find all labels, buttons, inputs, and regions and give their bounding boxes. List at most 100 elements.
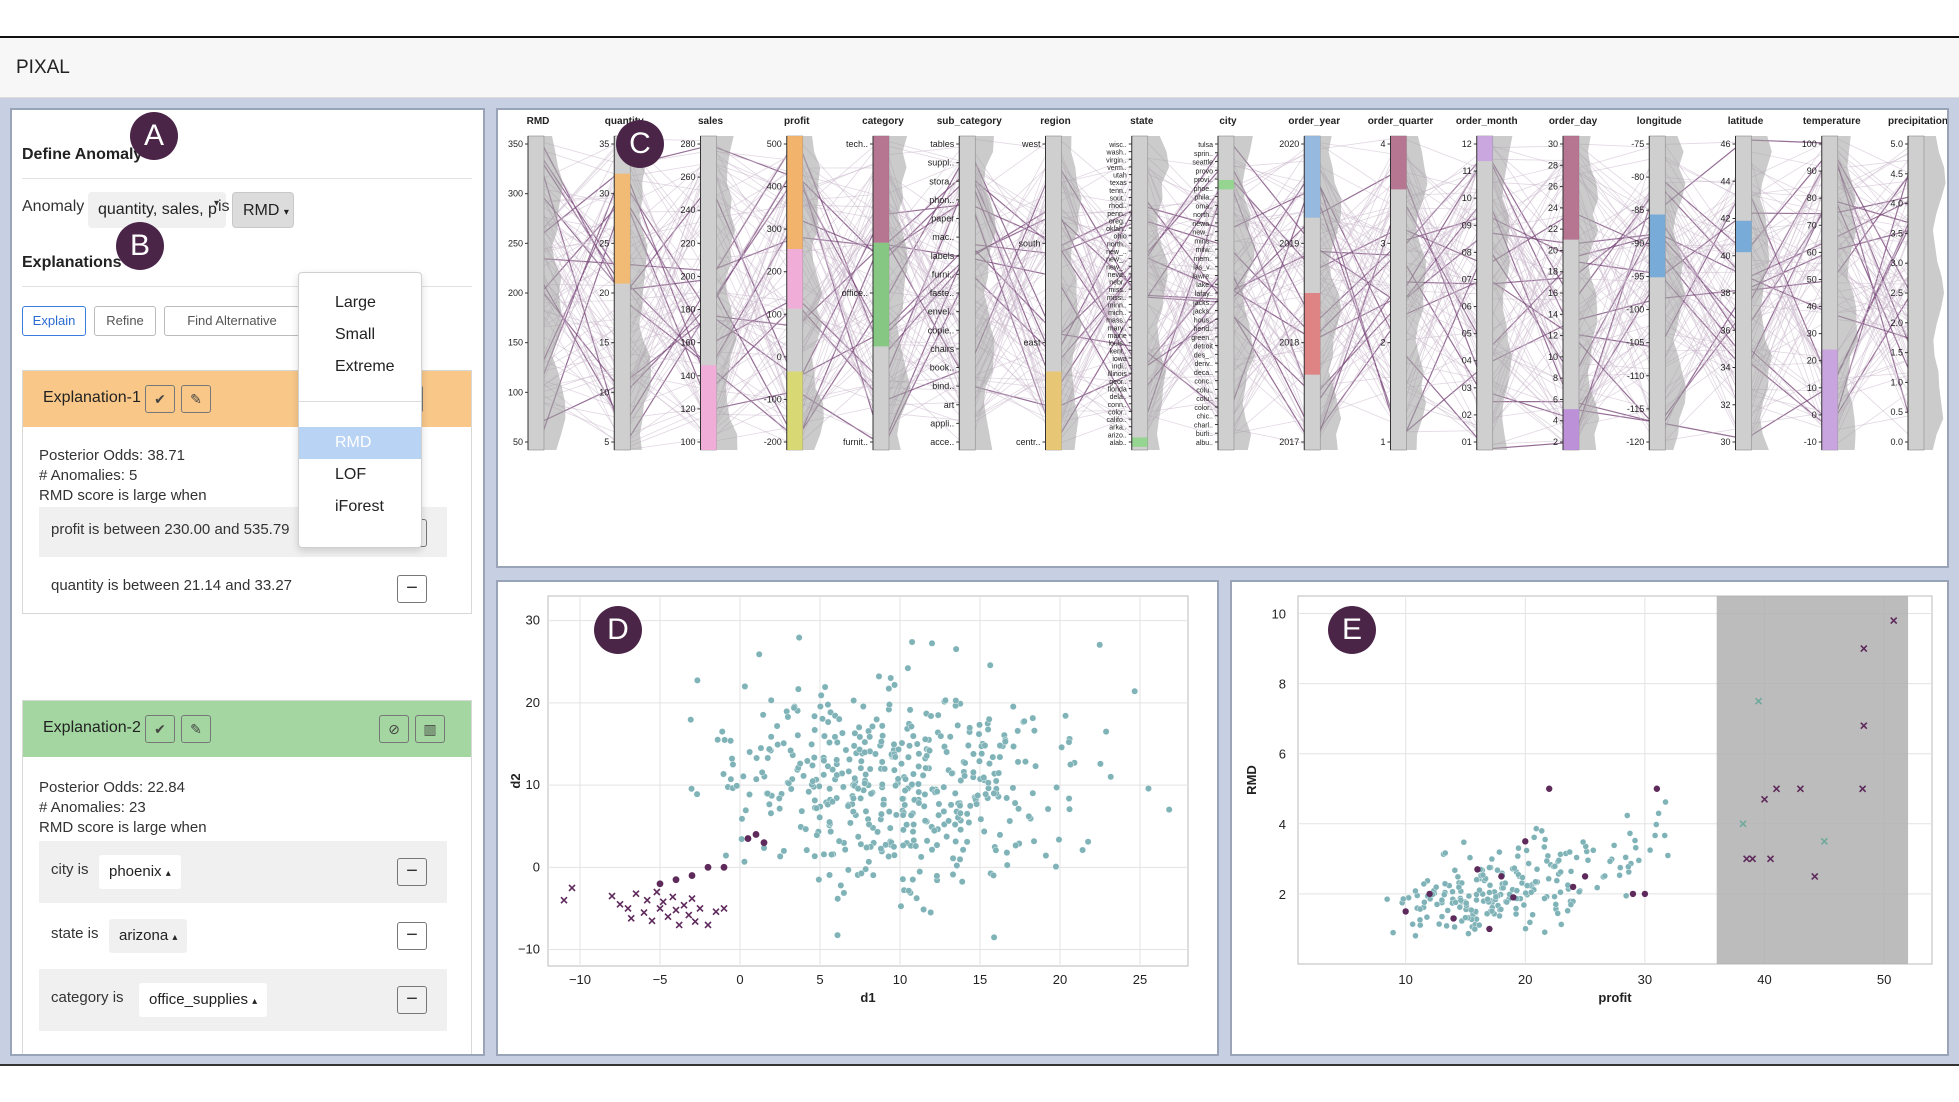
accept-check-icon[interactable]: ✔	[145, 385, 175, 413]
edit-icon[interactable]: ✎	[181, 385, 211, 413]
scatter-point	[746, 748, 754, 756]
scatter-point	[977, 815, 985, 823]
scatter-point	[1433, 883, 1440, 891]
axis-tick-label: conc..	[1194, 379, 1213, 386]
axis-title: sub_category	[937, 116, 1002, 127]
y-axis-label: RMD	[1244, 765, 1259, 795]
axis-tick-label: green..	[1191, 335, 1213, 342]
scatter-point	[1512, 905, 1520, 912]
remove-rule-button[interactable]: −	[397, 858, 427, 886]
axis-highlight	[873, 136, 889, 243]
explain-button[interactable]: Explain	[22, 306, 86, 336]
axis-tick-label: stora..	[929, 176, 954, 186]
trash-icon[interactable]: ▥	[415, 715, 445, 743]
axis-tick-label: 3	[1380, 238, 1385, 248]
scatter-point	[1526, 919, 1534, 926]
scatter-point	[1423, 913, 1431, 921]
state-value-dropdown[interactable]: arizona ▴	[109, 919, 188, 953]
scatter-point	[774, 741, 782, 748]
scatter-point	[1567, 868, 1575, 875]
scatter-point	[1455, 883, 1463, 891]
scatter-point	[915, 750, 923, 758]
city-value-dropdown[interactable]: phoenix ▴	[99, 855, 181, 889]
anomaly-x-point	[672, 906, 680, 914]
scatter-point	[1421, 899, 1428, 906]
axis-tick-label: 280	[680, 139, 695, 149]
remove-rule-button[interactable]: −	[397, 986, 427, 1014]
scatter-point	[861, 779, 869, 787]
selected-x-point	[1766, 855, 1775, 863]
menu-item-iforest[interactable]: iForest	[335, 498, 384, 515]
edit-icon[interactable]: ✎	[181, 715, 211, 743]
profit-rmd-scatter-plot[interactable]: 10 20 30 40 50 10 8 6 4 2 profit RMD	[1232, 582, 1947, 1054]
scatter-point	[775, 795, 783, 802]
menu-item-rmd[interactable]: RMD	[299, 427, 421, 459]
embedding-scatter-plot[interactable]: −10 −5 0 5 10 15 20 25 30 20 10 0 −10 d1 d2	[498, 582, 1217, 1054]
axis-tick-label: provo	[1195, 168, 1213, 175]
scatter-point	[866, 765, 874, 773]
scatter-point	[741, 683, 749, 690]
selected-x-point	[1859, 785, 1867, 793]
axis-tick-label: furnit..	[843, 437, 868, 447]
scatter-point	[869, 871, 877, 879]
scatter-point	[738, 835, 746, 843]
scatter-point	[1646, 846, 1654, 854]
axis-density	[630, 136, 651, 450]
scatter-point	[943, 833, 951, 840]
scatter-point	[1479, 871, 1487, 879]
refine-button[interactable]: Refine	[94, 306, 156, 336]
rule-label: state is	[51, 925, 99, 942]
menu-item-small[interactable]: Small	[335, 326, 376, 343]
axis-tick-label: west	[1021, 139, 1041, 149]
detector-dropdown-menu: Large Small Extreme RMD LOF iForest	[298, 272, 422, 548]
scatter-point	[869, 723, 876, 730]
attributes-dropdown[interactable]: quantity, sales, p	[88, 192, 226, 228]
scatter-point	[828, 851, 835, 858]
scatter-point	[826, 818, 833, 826]
axis-tick-label: 2.5	[1890, 288, 1903, 298]
detector-dropdown[interactable]: RMD ▾	[232, 192, 294, 228]
scatter-point	[1011, 799, 1019, 807]
menu-item-lof[interactable]: LOF	[335, 466, 367, 483]
scatter-point	[951, 789, 959, 797]
menu-item-large[interactable]: Large	[335, 294, 376, 311]
scatter-point	[1622, 892, 1630, 900]
axis-state: state wisc..wash..virgin..verm..utahtexas…	[1106, 116, 1170, 451]
anomaly-x-point	[653, 888, 661, 896]
axis-highlight	[1563, 409, 1579, 450]
menu-item-extreme[interactable]: Extreme	[335, 358, 395, 375]
axis-tick-label: 36	[1720, 325, 1730, 335]
axis-tick-label: 30	[599, 189, 609, 199]
x-tick-label: 40	[1757, 972, 1771, 987]
hide-icon[interactable]: ⊘	[379, 715, 409, 743]
scatter-point	[935, 800, 943, 808]
remove-rule-button[interactable]: −	[397, 575, 427, 603]
category-value-dropdown[interactable]: office_supplies ▴	[139, 983, 268, 1017]
posterior-odds: Posterior Odds: 22.84	[39, 779, 185, 796]
axis-tick-label: 24	[1548, 203, 1558, 213]
axis-tick-label: milw..	[1196, 247, 1214, 254]
scatter-point	[728, 755, 736, 763]
remove-rule-button[interactable]: −	[397, 922, 427, 950]
axis-tick-label: 15	[599, 338, 609, 348]
scatter-point	[915, 799, 923, 807]
accept-check-icon[interactable]: ✔	[145, 715, 175, 743]
axis-order_year: order_year 2020 2019 2018 2017	[1279, 116, 1342, 451]
scatter-point	[687, 716, 695, 724]
scatter-point	[1473, 876, 1480, 883]
scatter-point	[824, 718, 832, 726]
scatter-point	[952, 838, 960, 845]
axis-highlight	[1045, 371, 1062, 450]
selected-green-x-point	[1754, 697, 1763, 705]
scatter-point	[835, 715, 843, 723]
scatter-point	[1052, 863, 1060, 871]
scatter-point	[992, 846, 1000, 854]
chevron-up-icon: ▴	[165, 868, 171, 879]
axis-title: state	[1130, 116, 1154, 127]
scatter-point	[820, 850, 828, 858]
axis-tick-label: -100	[1626, 305, 1644, 315]
find-alternative-button[interactable]: Find Alternative	[164, 306, 300, 336]
scatter-point	[821, 683, 829, 691]
parallel-coordinates-plot[interactable]: RMD35030025020015010050quantity353025201…	[498, 110, 1948, 566]
